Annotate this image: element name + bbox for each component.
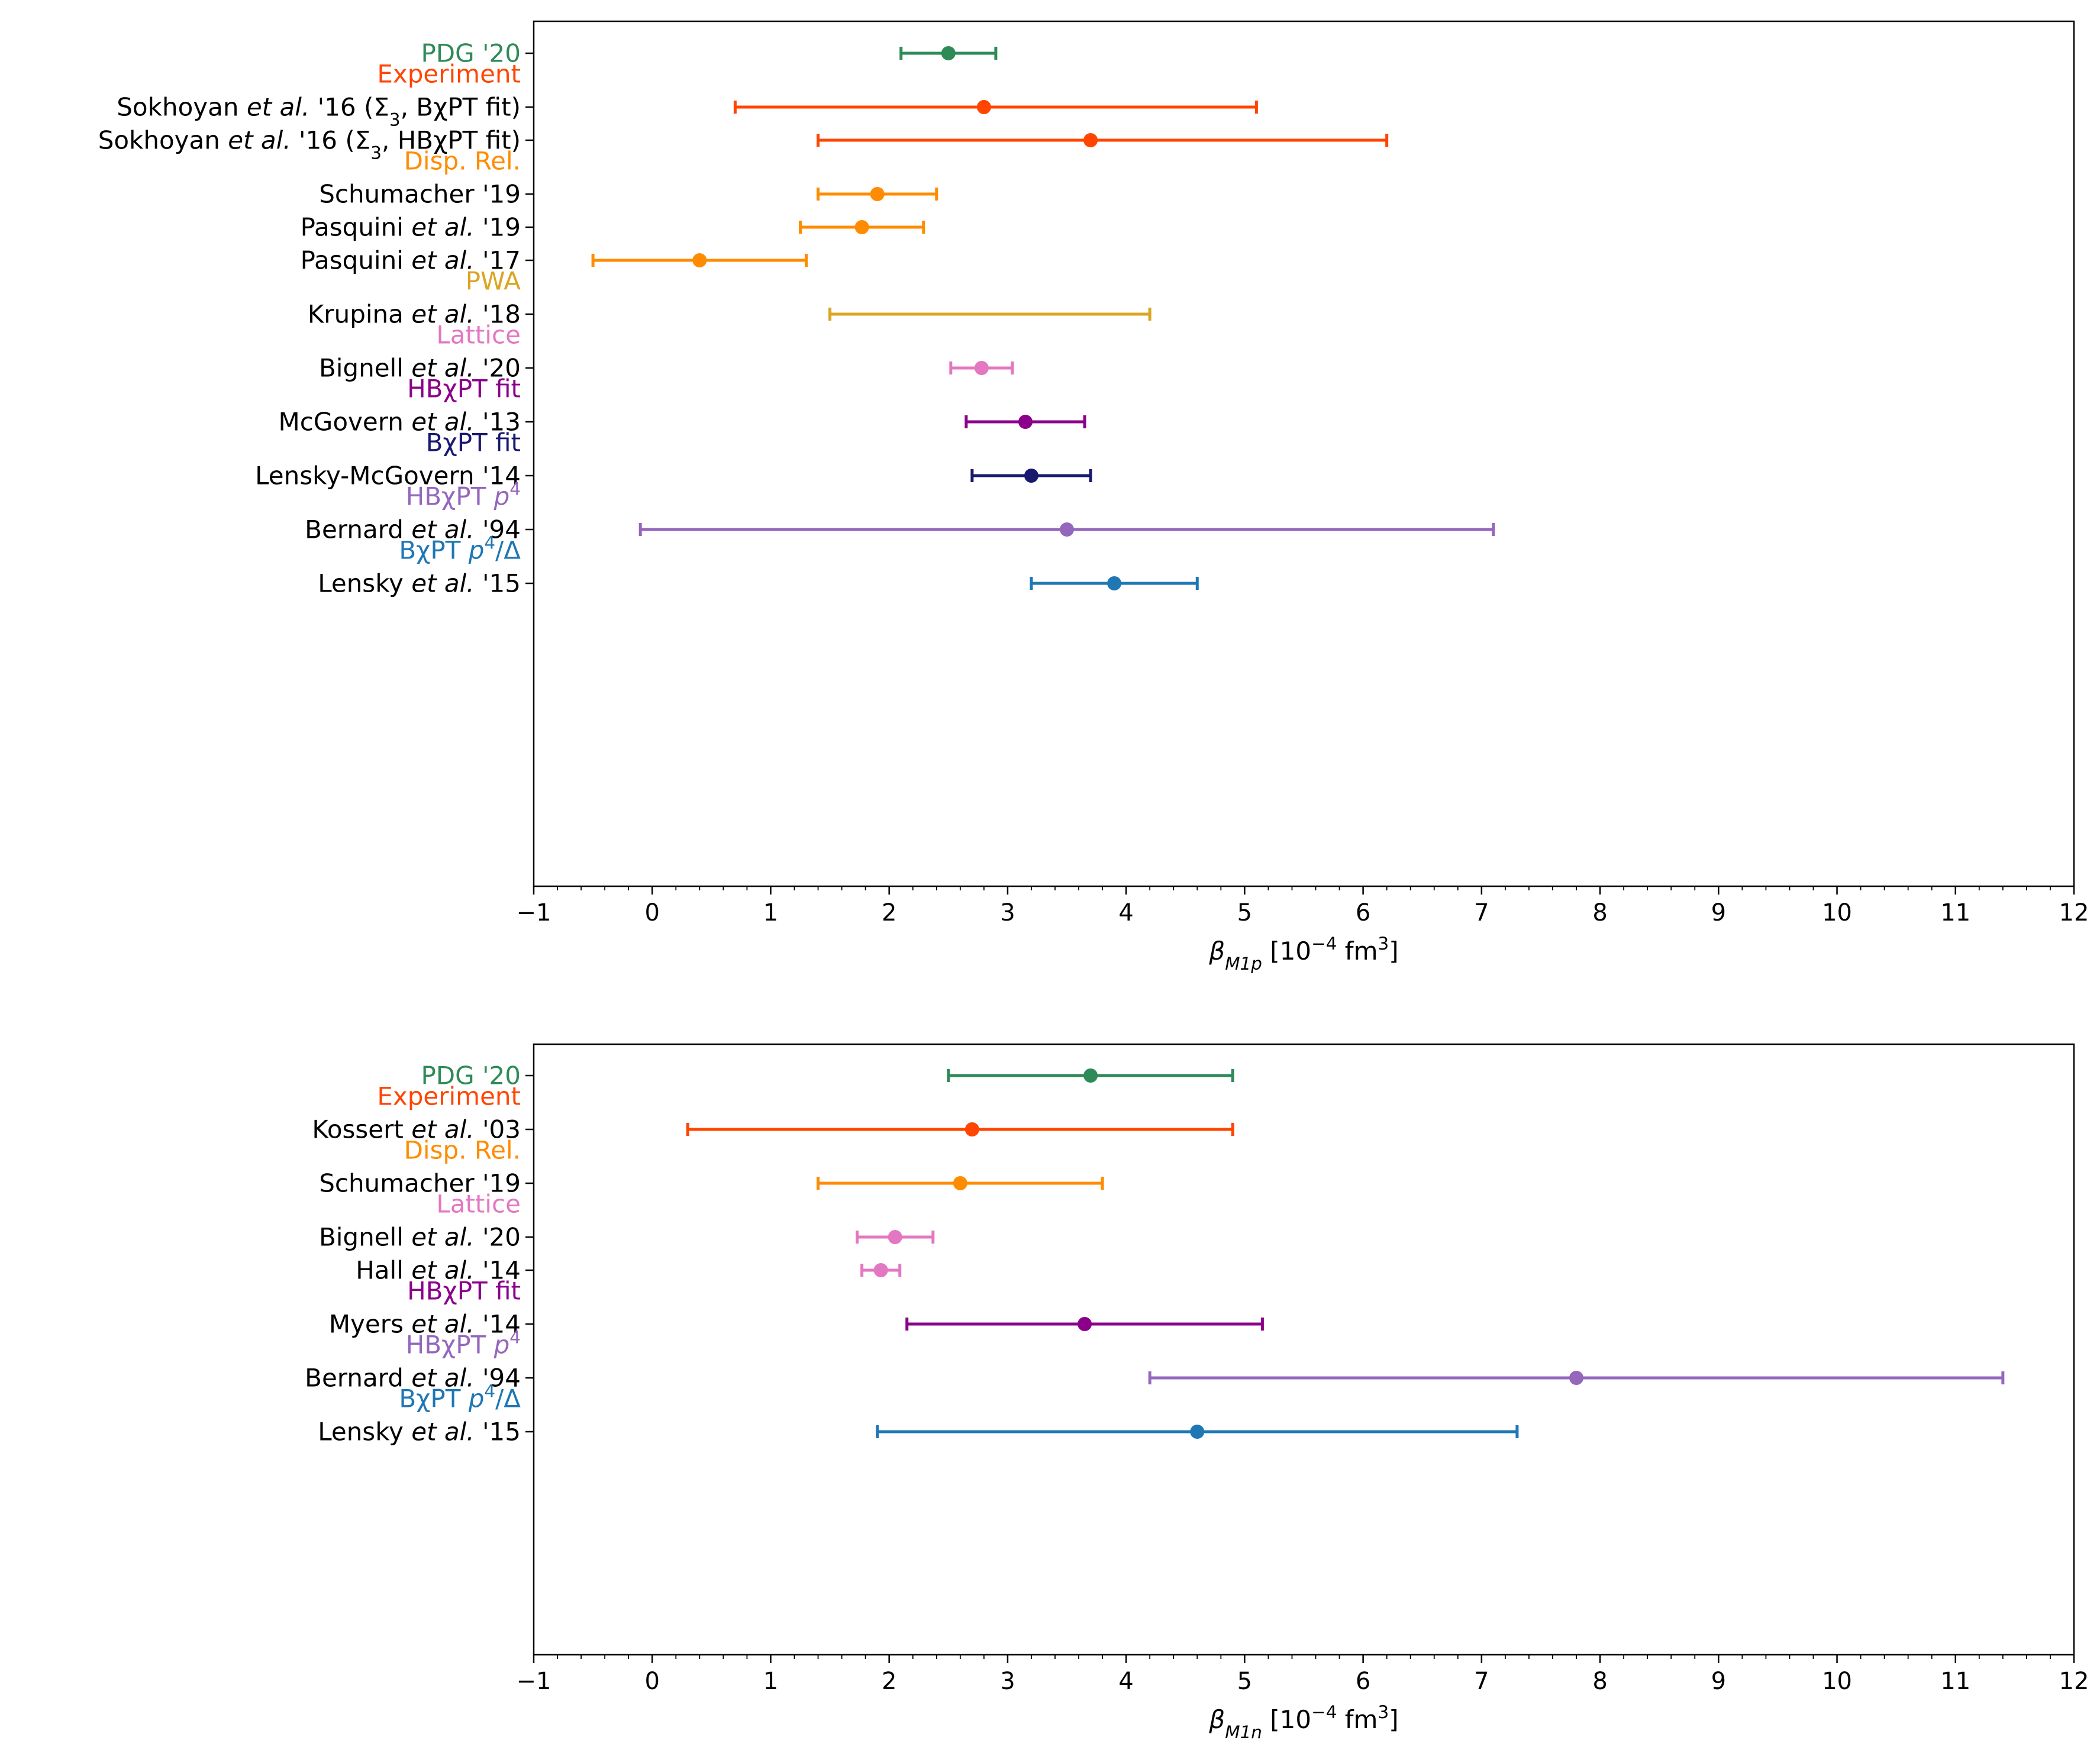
data-point — [964, 1122, 979, 1136]
group-header: Experiment — [377, 1082, 521, 1111]
x-tick-label: 1 — [763, 1668, 778, 1695]
data-point — [1190, 1425, 1205, 1439]
x-axis-label: βM1n [10−4 fm3] — [1208, 1702, 1398, 1742]
data-point — [873, 1263, 888, 1277]
entry-label: Lensky et al. '15 — [318, 1418, 521, 1447]
group-header: HBχPT fit — [407, 1277, 521, 1306]
x-tick-label: 2 — [882, 899, 896, 926]
x-tick-label: 5 — [1237, 899, 1252, 926]
entry-label: Schumacher '19 — [319, 180, 521, 209]
plot-frame — [533, 1043, 2075, 1656]
plot-frame — [533, 20, 2075, 887]
x-tick-label: 6 — [1356, 899, 1370, 926]
data-point — [974, 361, 989, 375]
x-tick-label: 10 — [1822, 1668, 1852, 1695]
x-tick-label: −1 — [517, 1668, 551, 1695]
entry-label: Schumacher '19 — [319, 1169, 521, 1198]
x-tick-label: 7 — [1474, 1668, 1489, 1695]
entry-label: PDG '20 — [421, 1061, 521, 1090]
entry-label: PDG '20 — [421, 39, 521, 68]
data-point — [1083, 133, 1098, 147]
group-header: PWA — [466, 267, 521, 296]
x-tick-label: 12 — [2059, 1668, 2089, 1695]
x-tick-label: 11 — [1940, 1668, 1970, 1695]
entry-label: Lensky-McGovern '14 — [255, 461, 521, 490]
data-point — [941, 46, 956, 60]
data-point — [1107, 576, 1122, 590]
group-header: BχPT fit — [426, 428, 521, 457]
entry-label: Kossert et al. '03 — [312, 1115, 521, 1144]
x-tick-label: 3 — [1000, 1668, 1015, 1695]
group-header: HBχPT p4 — [406, 479, 521, 511]
x-tick-label: 10 — [1822, 899, 1852, 926]
x-tick-label: 9 — [1711, 1668, 1726, 1695]
group-header: Experiment — [377, 60, 521, 89]
data-point — [692, 253, 707, 267]
data-point — [888, 1230, 902, 1244]
group-header: Lattice — [436, 1190, 521, 1219]
entry-label: Sokhoyan et al. '16 (Σ3, HBχPT fit) — [98, 126, 521, 163]
x-tick-label: 3 — [1000, 899, 1015, 926]
entry-label: Sokhoyan et al. '16 (Σ3, BχPT fit) — [117, 93, 521, 130]
x-tick-label: 4 — [1118, 899, 1133, 926]
data-point — [854, 220, 869, 234]
x-tick-label: 9 — [1711, 899, 1726, 926]
group-header: HBχPT p4 — [406, 1328, 521, 1360]
x-tick-label: 0 — [645, 899, 660, 926]
entry-label: Lensky et al. '15 — [318, 569, 521, 598]
entry-label: Myers et al. '14 — [329, 1310, 521, 1339]
data-point — [1060, 522, 1075, 537]
x-tick-label: 1 — [763, 899, 778, 926]
entry-label: Bernard et al. '94 — [305, 515, 521, 544]
data-point — [870, 187, 885, 201]
data-point — [1024, 469, 1038, 483]
x-tick-label: 6 — [1356, 1668, 1370, 1695]
data-point — [1018, 415, 1033, 429]
x-tick-label: 2 — [882, 1668, 896, 1695]
entry-label: Pasquini et al. '19 — [301, 213, 521, 242]
entry-label: Krupina et al. '18 — [308, 300, 521, 329]
x-tick-label: −1 — [517, 899, 551, 926]
entry-label: Hall et al. '14 — [356, 1256, 521, 1285]
x-tick-label: 4 — [1118, 1668, 1133, 1695]
x-axis-label: βM1p [10−4 fm3] — [1208, 934, 1398, 974]
x-tick-label: 8 — [1592, 899, 1607, 926]
entry-label: Bignell et al. '20 — [319, 1223, 521, 1252]
group-header: Lattice — [436, 321, 521, 350]
x-tick-label: 11 — [1940, 899, 1970, 926]
x-tick-label: 0 — [645, 1668, 660, 1695]
entry-label: Bignell et al. '20 — [319, 354, 521, 383]
x-tick-label: 5 — [1237, 1668, 1252, 1695]
data-point — [1569, 1371, 1584, 1385]
data-point — [976, 100, 991, 114]
group-header: BχPT p4/Δ — [399, 1381, 521, 1413]
x-tick-label: 7 — [1474, 899, 1489, 926]
group-header: HBχPT fit — [407, 374, 521, 403]
entry-label: McGovern et al. '13 — [278, 408, 521, 437]
x-tick-label: 8 — [1592, 1668, 1607, 1695]
data-point — [1083, 1068, 1098, 1083]
group-header: Disp. Rel. — [404, 147, 521, 176]
group-header: Disp. Rel. — [404, 1136, 521, 1165]
x-tick-label: 12 — [2059, 899, 2089, 926]
group-header: BχPT p4/Δ — [399, 533, 521, 565]
data-point — [1078, 1317, 1092, 1331]
entry-label: Bernard et al. '94 — [305, 1364, 521, 1393]
entry-label: Pasquini et al. '17 — [301, 246, 521, 275]
data-point — [953, 1176, 967, 1190]
